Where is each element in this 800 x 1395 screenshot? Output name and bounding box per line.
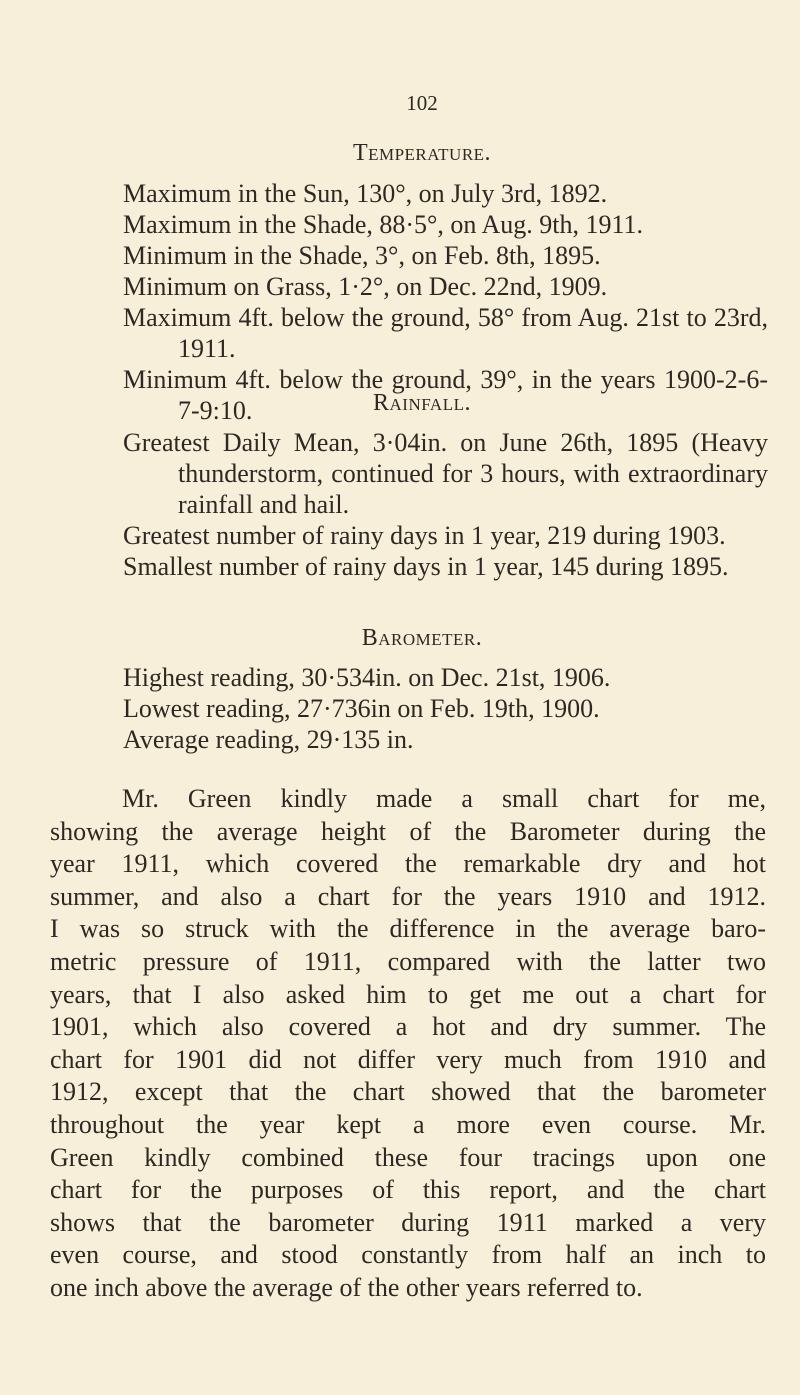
paragraph-line: Mr. Green kindly made a small chart for … <box>122 784 766 813</box>
list-item: Smallest number of rainy days in 1 year,… <box>123 552 729 581</box>
rainfall-list: Greatest Daily Mean, 3·04in. on June 26t… <box>123 427 768 582</box>
list-item: Greatest Daily Mean, 3·04in. on June 26t… <box>123 428 768 519</box>
paragraph-line: year 1911, which covered the remarkable … <box>50 849 766 879</box>
paragraph-line: summer, and also a chart for the years 1… <box>50 881 766 911</box>
paragraph-line: showing the average height of the Barome… <box>50 816 766 846</box>
paragraph-line: chart for the purposes of this report, a… <box>50 1175 766 1205</box>
heading-barometer: Barometer. <box>361 625 483 651</box>
list-item: Minimum in the Shade, 3°, on Feb. 8th, 1… <box>123 241 601 270</box>
list-item: Greatest number of rainy days in 1 year,… <box>123 521 726 550</box>
paragraph-line: shows that the barometer during 1911 mar… <box>50 1207 766 1237</box>
temperature-list: Maximum in the Sun, 130°, on July 3rd, 1… <box>123 178 768 426</box>
list-item: Maximum 4ft. below the ground, 58° from … <box>123 303 768 363</box>
paragraph-line: even course, and stood constantly from h… <box>50 1240 766 1270</box>
paragraph-line: 1912, except that the chart showed that … <box>50 1077 766 1107</box>
list-item: Average reading, 29·135 in. <box>123 725 414 754</box>
list-item: Minimum on Grass, 1·2°, on Dec. 22nd, 19… <box>123 272 608 301</box>
paragraph-line: one inch above the average of the other … <box>50 1272 643 1302</box>
list-item: Maximum in the Shade, 88·5°, on Aug. 9th… <box>123 210 644 239</box>
paragraph-line: years, that I also asked him to get me o… <box>50 979 766 1009</box>
paragraph-line: metric pressure of 1911, compared with t… <box>50 946 766 976</box>
list-item: Maximum in the Sun, 130°, on July 3rd, 1… <box>123 179 608 208</box>
paragraph-line: chart for 1901 did not differ very much … <box>50 1044 766 1074</box>
paragraph-line: Green kindly combined these four tracing… <box>50 1142 766 1172</box>
heading-rainfall: Rainfall. <box>373 390 471 416</box>
paragraph-line: throughout the year kept a more even cou… <box>50 1109 766 1139</box>
heading-temperature: Temperature. <box>352 140 492 166</box>
page-number: 102 <box>406 91 438 115</box>
list-item: Lowest reading, 27·736in on Feb. 19th, 1… <box>123 694 600 723</box>
list-item: Minimum 4ft. below the ground, 39°, in t… <box>123 365 768 425</box>
list-item: Highest reading, 30·534in. on Dec. 21st,… <box>123 663 611 692</box>
paragraph-line: I was so struck with the difference in t… <box>50 914 766 944</box>
barometer-list: Highest reading, 30·534in. on Dec. 21st,… <box>123 662 768 755</box>
body-paragraph: Mr. Green kindly made a small chart for … <box>50 783 766 1305</box>
paragraph-line: 1901, which also covered a hot and dry s… <box>50 1012 766 1042</box>
